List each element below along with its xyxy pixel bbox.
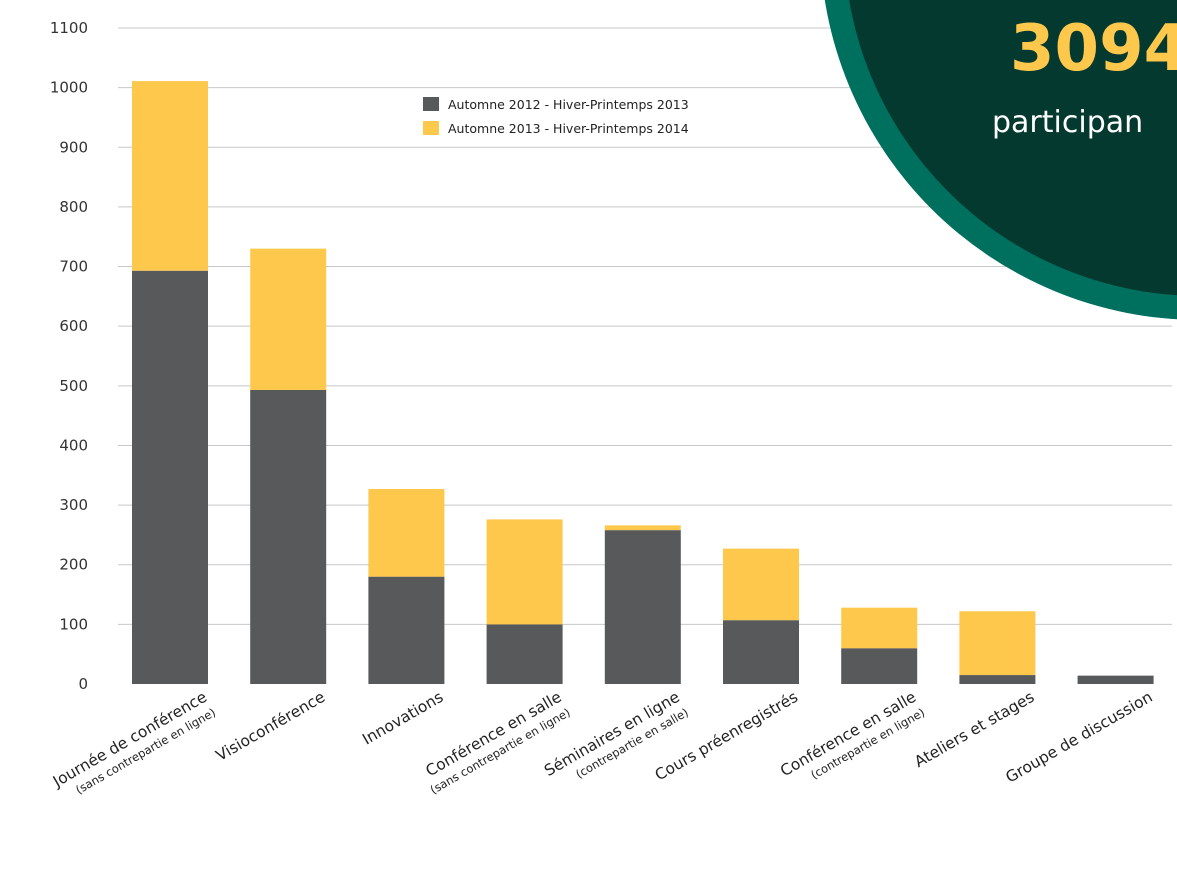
x-axis-labels: Journée de conférence(sans contrepartie … — [49, 688, 1155, 797]
bar-series-2-cat-7 — [841, 607, 918, 649]
badge-caption: participan — [992, 105, 1143, 140]
x-category-label: Journée de conférence(sans contrepartie … — [49, 688, 218, 797]
legend-label-series-2: Automne 2013 - Hiver-Printemps 2014 — [448, 121, 689, 136]
bar-series-1-cat-6 — [723, 620, 799, 684]
bar-series-1-cat-3 — [368, 576, 445, 684]
bar-series-1-cat-9 — [1077, 675, 1154, 684]
bar-series-2-cat-5 — [604, 525, 681, 531]
y-tick-label: 0 — [78, 675, 88, 693]
x-category-label: Visioconférence — [213, 688, 328, 765]
y-tick-label: 300 — [59, 496, 88, 514]
total-participants-badge: 3094 participan — [824, 0, 1177, 320]
bar-series-1-cat-8 — [959, 675, 1036, 684]
x-category-label: Ateliers et stages — [911, 688, 1037, 771]
legend-swatch-series-1 — [423, 97, 439, 111]
y-tick-label: 100 — [59, 615, 88, 633]
legend: Automne 2012 - Hiver-Printemps 2013 Auto… — [423, 97, 689, 136]
y-tick-label: 800 — [59, 198, 88, 216]
x-category-label: Innovations — [359, 688, 446, 749]
x-category-label-main: Ateliers et stages — [911, 688, 1037, 771]
badge-total-number: 3094 — [1010, 12, 1177, 86]
x-category-label-main: Innovations — [359, 688, 446, 749]
legend-label-series-1: Automne 2012 - Hiver-Printemps 2013 — [448, 97, 689, 112]
bar-series-2-cat-8 — [959, 611, 1036, 676]
y-tick-label: 200 — [59, 556, 88, 574]
bar-series-1-cat-4 — [486, 624, 563, 684]
bar-series-1-cat-5 — [604, 530, 681, 684]
y-tick-label: 1000 — [50, 79, 88, 97]
x-category-label-main: Visioconférence — [213, 688, 328, 765]
bar-series-2-cat-3 — [368, 488, 445, 577]
y-tick-label: 500 — [59, 377, 88, 395]
bar-series-2-cat-2 — [250, 248, 327, 390]
y-tick-label: 1100 — [50, 19, 88, 37]
bar-series-1-cat-1 — [132, 270, 208, 684]
bar-series-1-cat-2 — [250, 389, 327, 684]
bars — [132, 81, 1154, 684]
y-tick-label: 600 — [59, 317, 88, 335]
legend-swatch-series-2 — [423, 121, 439, 135]
y-tick-label: 700 — [59, 258, 88, 276]
bar-series-1-cat-7 — [841, 648, 918, 684]
x-category-label-main: Journée de conférence — [49, 688, 210, 791]
y-tick-label: 400 — [59, 436, 88, 454]
bar-series-2-cat-1 — [132, 81, 208, 271]
badge-inner-circle — [849, 0, 1177, 296]
bar-series-2-cat-6 — [723, 548, 799, 621]
bar-series-2-cat-4 — [486, 519, 563, 625]
y-axis: 0 100 200 300 400 500 600 700 800 900 1000 1100 — [50, 19, 88, 693]
y-tick-label: 900 — [59, 138, 88, 156]
